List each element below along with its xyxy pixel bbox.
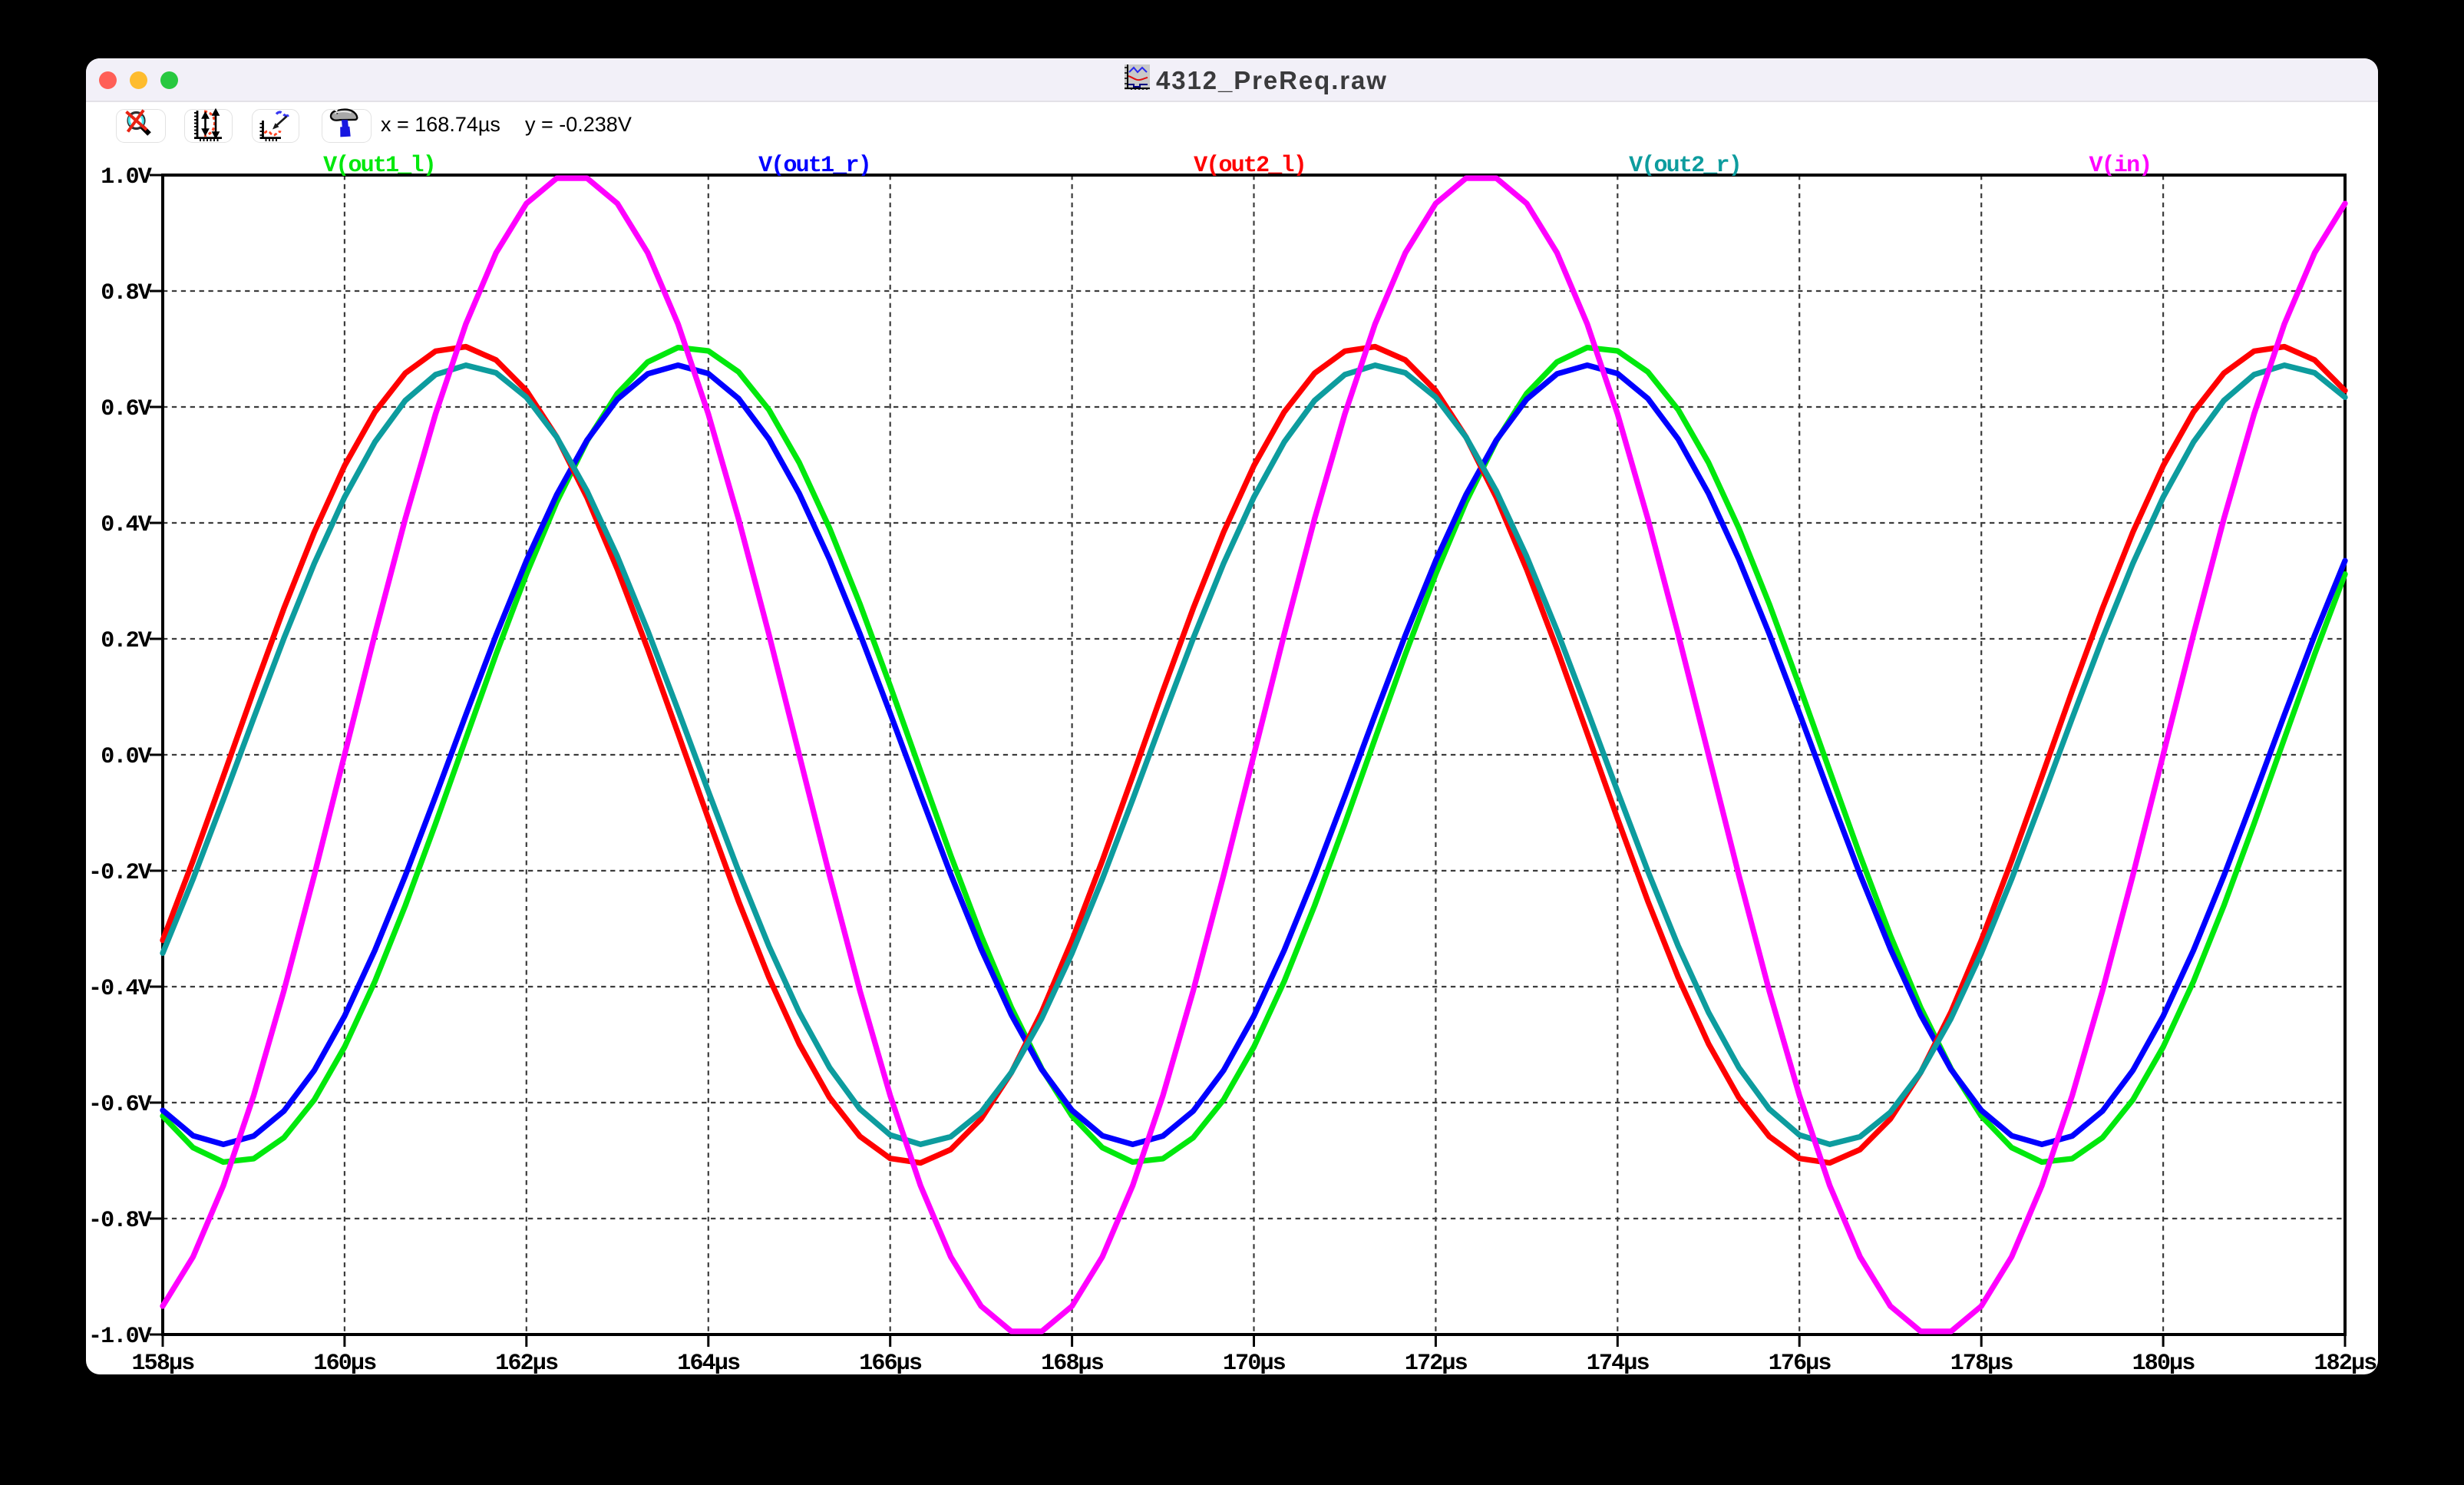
- svg-text:0.8V: 0.8V: [101, 280, 152, 306]
- svg-text:1.0V: 1.0V: [101, 164, 152, 190]
- svg-text:0.0V: 0.0V: [101, 744, 152, 770]
- svg-text:180µs: 180µs: [2132, 1351, 2195, 1377]
- svg-text:V(out1_l): V(out1_l): [323, 153, 435, 179]
- svg-text:0.2V: 0.2V: [101, 628, 152, 654]
- svg-text:168µs: 168µs: [1041, 1351, 1104, 1377]
- svg-text:-0.4V: -0.4V: [88, 976, 152, 1002]
- svg-text:160µs: 160µs: [313, 1351, 376, 1377]
- svg-text:V(out1_r): V(out1_r): [758, 153, 870, 179]
- svg-text:-1.0V: -1.0V: [88, 1324, 152, 1350]
- svg-text:170µs: 170µs: [1223, 1351, 1286, 1377]
- svg-text:0.4V: 0.4V: [101, 512, 152, 538]
- svg-text:166µs: 166µs: [859, 1351, 922, 1377]
- svg-text:164µs: 164µs: [677, 1351, 740, 1377]
- svg-text:162µs: 162µs: [495, 1351, 558, 1377]
- svg-text:V(in): V(in): [2089, 153, 2151, 179]
- svg-text:178µs: 178µs: [1950, 1351, 2013, 1377]
- svg-text:-0.8V: -0.8V: [88, 1208, 152, 1234]
- svg-text:-0.6V: -0.6V: [88, 1092, 152, 1118]
- svg-text:V(out2_r): V(out2_r): [1629, 153, 1741, 179]
- svg-text:182µs: 182µs: [2314, 1351, 2376, 1377]
- svg-text:V(out2_l): V(out2_l): [1194, 153, 1306, 179]
- svg-text:172µs: 172µs: [1405, 1351, 1468, 1377]
- svg-text:158µs: 158µs: [131, 1351, 194, 1377]
- svg-text:0.6V: 0.6V: [101, 396, 152, 422]
- svg-text:174µs: 174µs: [1587, 1351, 1650, 1377]
- svg-text:-0.2V: -0.2V: [88, 860, 152, 886]
- svg-text:176µs: 176µs: [1769, 1351, 1831, 1377]
